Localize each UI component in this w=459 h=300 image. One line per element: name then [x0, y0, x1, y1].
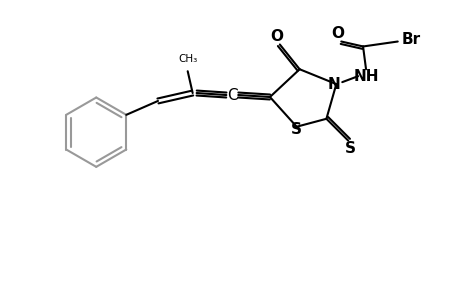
Text: CH₃: CH₃	[178, 54, 197, 64]
Text: O: O	[270, 29, 283, 44]
Text: C: C	[226, 88, 237, 103]
Text: Br: Br	[401, 32, 420, 47]
Text: O: O	[330, 26, 343, 41]
Text: NH: NH	[353, 69, 378, 84]
Text: S: S	[291, 122, 302, 137]
Text: N: N	[327, 76, 340, 92]
Text: S: S	[344, 141, 355, 156]
